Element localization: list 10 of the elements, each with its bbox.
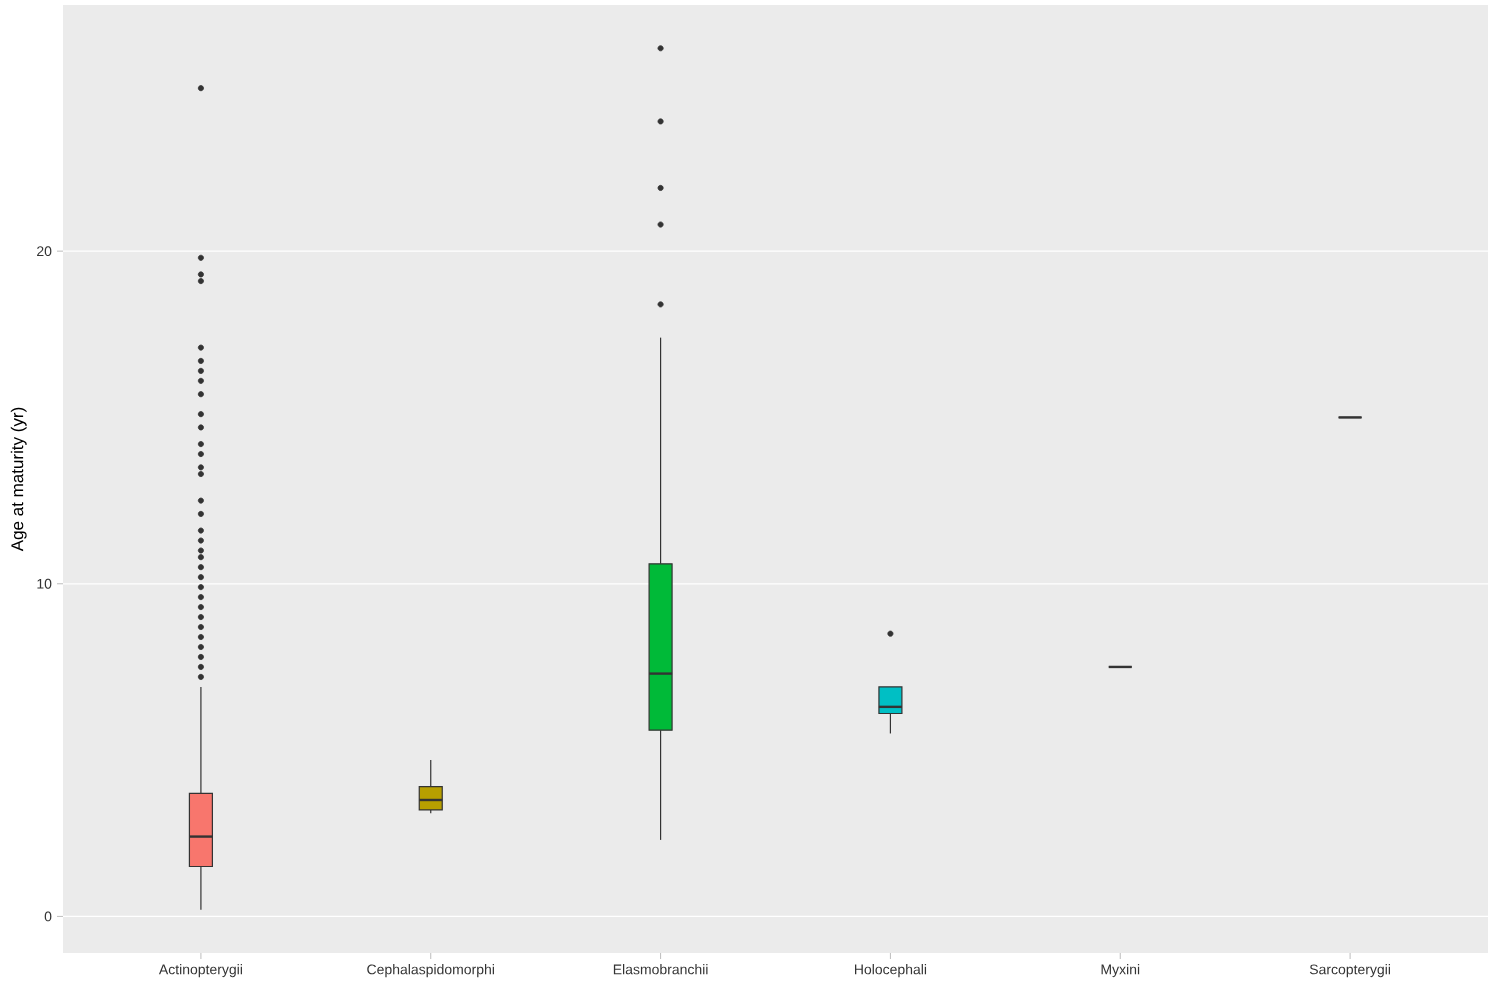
x-tick-label: Actinopterygii: [158, 964, 242, 978]
y-tick-label: 0: [44, 911, 52, 922]
x-tick-label: Sarcopterygii: [1309, 964, 1390, 978]
x-tick-label: Holocephali: [855, 964, 927, 978]
x-tick-label: Myxini: [1101, 964, 1140, 978]
x-tick-label: Elasmobranchii: [613, 964, 708, 975]
x-tick-label: Cephalaspidomorphi: [367, 964, 494, 978]
y-tick-label: 10: [37, 578, 52, 589]
y-tick-label: 20: [37, 246, 52, 257]
y-axis-title: Age at maturity (yr): [10, 407, 27, 552]
